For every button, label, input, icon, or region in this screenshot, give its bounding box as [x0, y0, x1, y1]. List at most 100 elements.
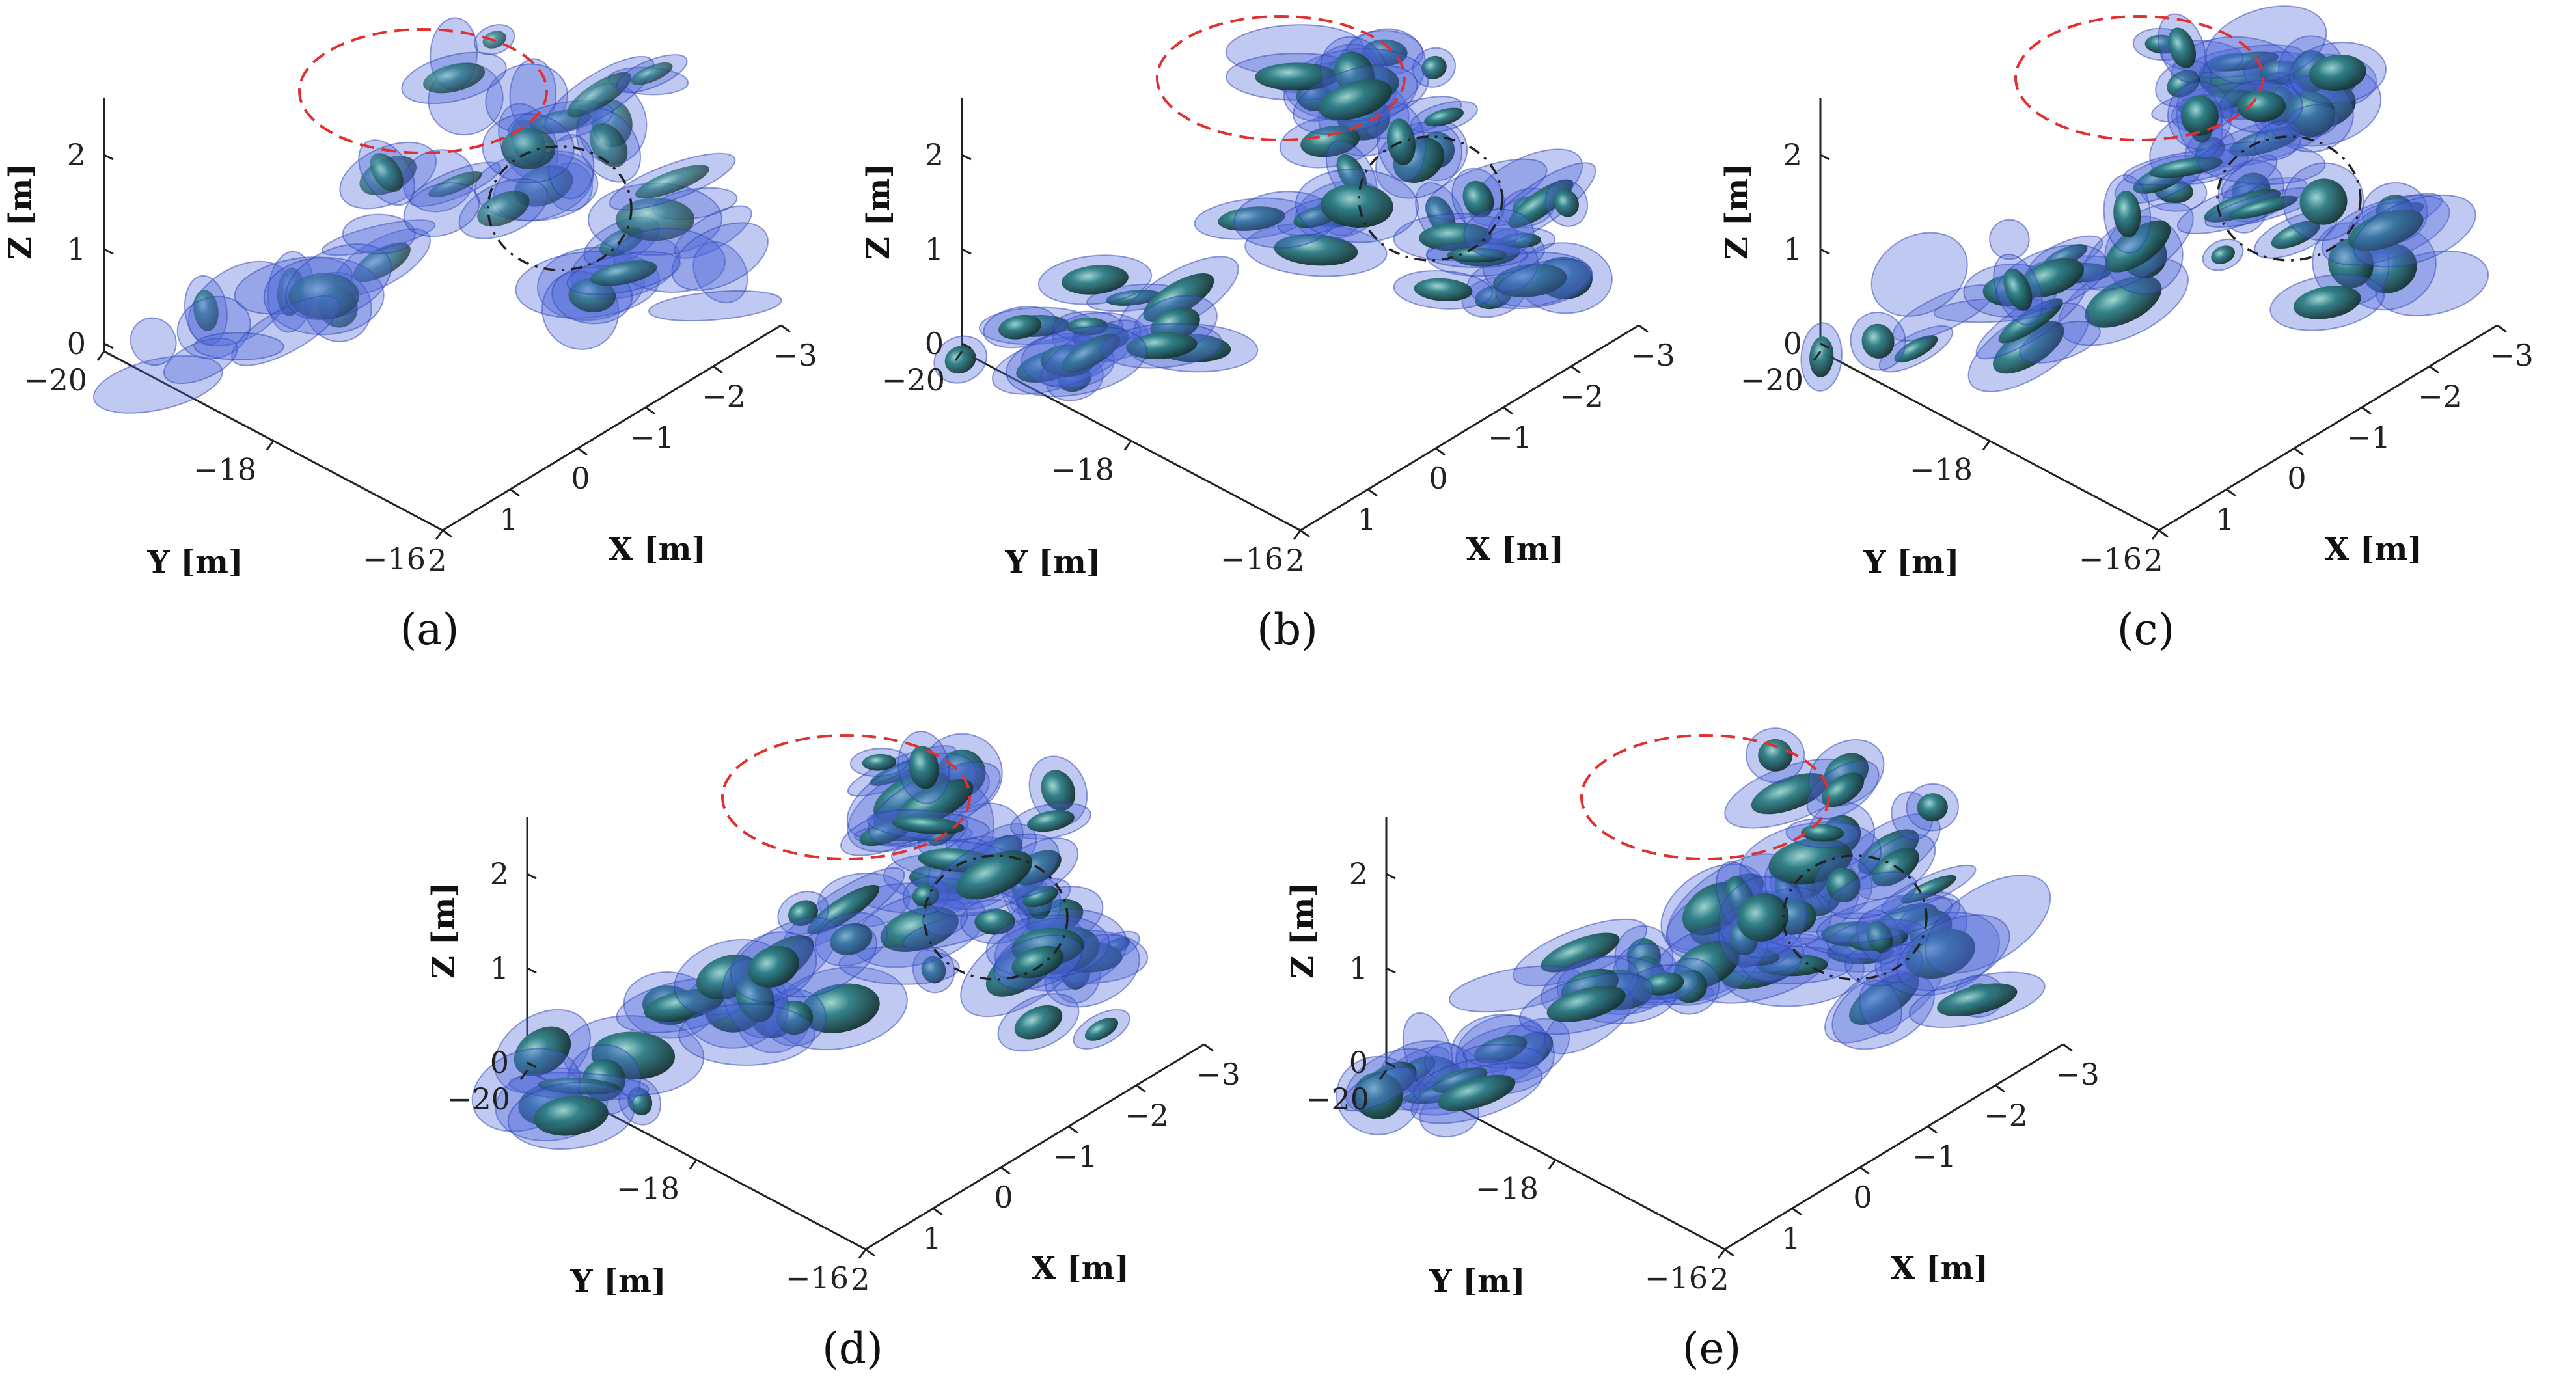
inner-isosurface — [2228, 195, 2298, 219]
black-dashdot-ellipse — [1358, 135, 1503, 262]
outer-isosurface — [2221, 154, 2278, 199]
inner-isosurface — [567, 72, 632, 118]
z-tick-label: 1 — [1783, 232, 1802, 267]
z-tick-mark — [1386, 967, 1396, 974]
x-tick-label: −3 — [1631, 338, 1675, 373]
outer-isosurface — [130, 317, 177, 366]
x-tick-mark — [1570, 365, 1581, 374]
black-dashdot-ellipse — [2216, 135, 2362, 262]
inner-isosurface — [1353, 1072, 1403, 1119]
y-tick-label: −16 — [363, 541, 426, 576]
y-tick-mark — [1378, 1070, 1388, 1080]
x-tick-mark — [865, 1248, 875, 1257]
inner-isosurface — [1424, 107, 1464, 127]
x-tick-mark — [2497, 324, 2507, 333]
inner-isosurface — [1336, 154, 1367, 194]
x-tick-label: −3 — [2055, 1057, 2100, 1092]
x-tick-label: −1 — [1053, 1139, 1097, 1174]
z-tick-label: 1 — [67, 232, 86, 267]
z-tick-mark — [1820, 342, 1830, 349]
z-tick-label: 1 — [490, 951, 509, 986]
inner-isosurface — [2148, 157, 2223, 178]
inner-isosurface — [353, 242, 411, 282]
outer-isosurface — [2205, 5, 2327, 85]
inner-isosurface — [800, 983, 880, 1033]
x-tick-label: −1 — [2346, 420, 2391, 455]
x-tick-mark — [2361, 406, 2372, 415]
inner-isosurface — [830, 923, 873, 955]
inner-isosurface — [956, 850, 1033, 900]
z-tick-mark — [103, 248, 114, 255]
inner-isosurface — [1462, 180, 1494, 218]
inner-isosurface — [2293, 286, 2361, 319]
outer-isosurface — [692, 241, 748, 304]
z-tick-mark — [527, 873, 537, 880]
outer-isosurface — [1858, 979, 1902, 1035]
inner-isosurface — [2211, 245, 2235, 264]
x-tick-mark — [2294, 447, 2304, 456]
z-tick-mark — [961, 154, 972, 161]
inner-isosurface — [1419, 223, 1492, 251]
inner-isosurface — [1438, 1074, 1516, 1111]
inner-isosurface — [944, 346, 976, 374]
x-tick-label: −1 — [1488, 420, 1532, 455]
outer-isosurface — [163, 337, 238, 385]
inner-isosurface — [428, 171, 482, 198]
x-tick-mark — [1300, 529, 1310, 538]
inner-isosurface — [1900, 875, 1956, 904]
z-tick-label: 0 — [1783, 326, 1802, 361]
x-axis-label: X [m] — [2325, 531, 2422, 567]
inner-isosurface — [1500, 232, 1541, 249]
red-dashed-ellipse — [721, 734, 971, 860]
outer-isosurface — [1006, 326, 1147, 398]
inner-isosurface — [635, 165, 710, 199]
inner-isosurface — [1554, 189, 1579, 217]
inner-isosurface — [1143, 273, 1214, 323]
outer-isosurface — [402, 149, 474, 213]
x-tick-label: 2 — [851, 1262, 870, 1297]
y-axis-label: Y [m] — [1004, 544, 1101, 580]
x-tick-label: 1 — [922, 1221, 941, 1256]
black-dashdot-ellipse — [923, 854, 1069, 981]
y-axis-label: Y [m] — [1429, 1263, 1525, 1299]
x-tick-label: −2 — [1559, 379, 1604, 414]
outer-isosurface — [1874, 943, 1923, 984]
z-tick-mark — [103, 154, 114, 161]
inner-isosurface — [1062, 265, 1129, 295]
outer-isosurface — [2353, 194, 2476, 268]
inner-isosurface — [1126, 332, 1198, 359]
x-tick-mark — [442, 529, 452, 538]
inner-isosurface — [1432, 1067, 1488, 1093]
z-tick-label: 0 — [1349, 1045, 1368, 1080]
outer-isosurface — [1462, 1044, 1544, 1069]
y-tick-label: −18 — [1910, 452, 1973, 487]
y-tick-label: −16 — [1645, 1260, 1708, 1295]
red-dashed-ellipse — [298, 28, 548, 154]
inner-isosurface — [1011, 945, 1064, 979]
outer-isosurface — [1870, 232, 1968, 317]
y-tick-mark — [519, 1070, 528, 1080]
black-dashdot-ellipse — [487, 145, 633, 271]
x-tick-label: 0 — [2287, 461, 2306, 496]
panel-a: 012−20−18−16 210−1−2−3Z [m]Y [m] X [m](a) — [3, 17, 817, 655]
red-dashed-ellipse — [1580, 734, 1830, 860]
inner-isosurface — [1473, 1035, 1528, 1064]
inner-isosurface — [1541, 932, 1620, 973]
outer-isosurface — [193, 332, 284, 361]
inner-isosurface — [501, 128, 556, 169]
z-tick-label: 1 — [1349, 951, 1368, 986]
x-tick-label: 1 — [1781, 1221, 1800, 1256]
x-tick-mark — [510, 488, 520, 497]
inner-isosurface — [1861, 323, 1895, 359]
panel-label: (c) — [2117, 604, 2174, 655]
y-tick-mark — [1717, 1249, 1726, 1259]
x-tick-label: 1 — [499, 502, 518, 537]
x-tick-mark — [1068, 1125, 1078, 1134]
y-axis-label: Y [m] — [146, 544, 243, 580]
inner-isosurface — [1027, 810, 1075, 832]
z-tick-mark — [1820, 248, 1830, 255]
z-tick-mark — [1386, 1061, 1396, 1068]
y-tick-label: −20 — [447, 1081, 510, 1117]
inner-isosurface — [2168, 27, 2196, 68]
x-tick-label: −2 — [702, 379, 746, 414]
